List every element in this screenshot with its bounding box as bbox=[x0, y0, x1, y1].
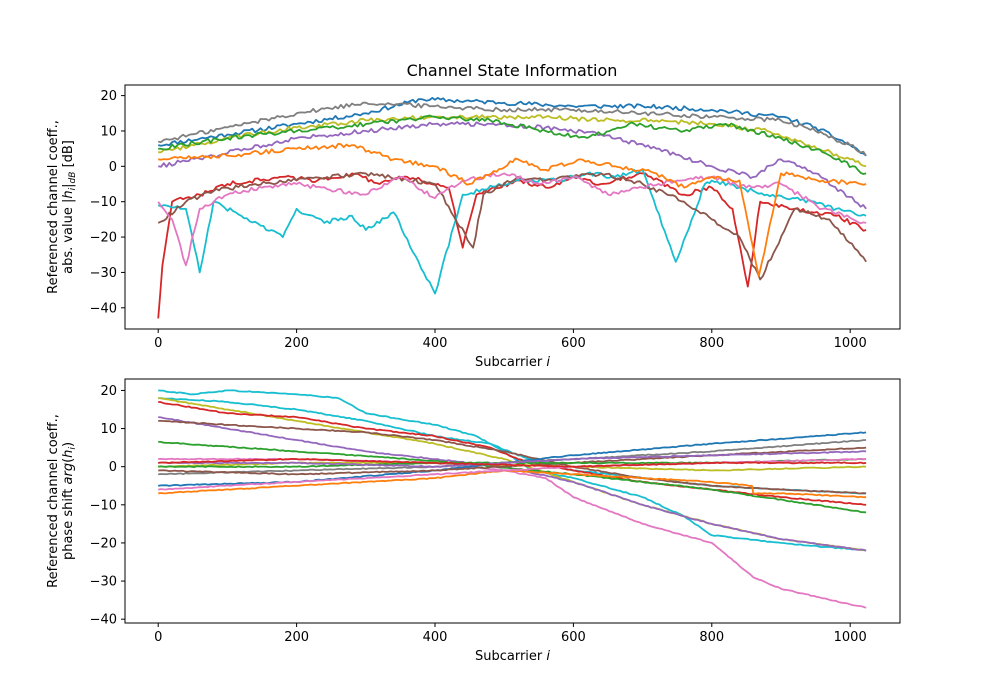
y-axis-label: Referenced channel coeff.,phase shift ar… bbox=[46, 414, 78, 588]
series-line bbox=[158, 114, 867, 175]
y-tick-label: −40 bbox=[90, 613, 117, 628]
series-line bbox=[158, 419, 867, 495]
series-line bbox=[158, 401, 867, 506]
series-line bbox=[158, 397, 867, 552]
series-line bbox=[158, 101, 867, 157]
x-tick-label: 200 bbox=[284, 630, 309, 645]
series-line bbox=[157, 171, 867, 281]
series-line bbox=[158, 121, 867, 210]
y-tick-label: 10 bbox=[100, 124, 117, 139]
x-axis-label: Subcarrier i bbox=[475, 355, 550, 370]
y-tick-label: 20 bbox=[100, 89, 117, 104]
series-line bbox=[158, 114, 867, 168]
x-tick-label: 400 bbox=[423, 630, 448, 645]
x-tick-label: 400 bbox=[423, 336, 448, 351]
y-tick-label: −10 bbox=[90, 498, 117, 513]
y-tick-label: −10 bbox=[90, 195, 117, 210]
y-tick-label: −30 bbox=[90, 266, 117, 281]
x-tick-label: 600 bbox=[561, 630, 586, 645]
series-group bbox=[158, 389, 867, 609]
x-tick-label: 600 bbox=[561, 336, 586, 351]
x-tick-label: 800 bbox=[699, 630, 724, 645]
x-axis-label: Subcarrier i bbox=[475, 649, 550, 664]
series-group bbox=[157, 97, 867, 319]
y-axis-label: Referenced channel coeff.,abs. value |hi… bbox=[46, 120, 78, 294]
x-tick-label: 200 bbox=[284, 336, 309, 351]
figure-title: Channel State Information bbox=[407, 61, 618, 80]
y-tick-label: 0 bbox=[109, 160, 117, 175]
y-tick-label: 0 bbox=[109, 460, 117, 475]
panel-2: 0 200 400 600 800 1000 −40 −30 −20 −10 0 10 20 Subcar… bbox=[46, 378, 901, 664]
series-line bbox=[158, 397, 867, 495]
y-tick-label: −20 bbox=[90, 536, 117, 551]
x-tick-label: 1000 bbox=[834, 336, 867, 351]
panel-1: 0 200 400 600 800 1000 −40 −30 −20 −10 0 10 20 Subcar… bbox=[46, 84, 901, 370]
x-tick-label: 0 bbox=[154, 630, 162, 645]
series-line bbox=[157, 97, 867, 157]
series-line bbox=[158, 142, 867, 277]
series-line bbox=[158, 457, 867, 468]
x-tick-label: 0 bbox=[154, 336, 162, 351]
x-tick-label: 1000 bbox=[834, 630, 867, 645]
y-tick-label: −30 bbox=[90, 575, 117, 590]
series-line bbox=[158, 450, 867, 468]
series-line bbox=[157, 172, 867, 319]
series-line bbox=[158, 440, 867, 514]
y-tick-label: 20 bbox=[100, 384, 117, 399]
y-tick-label: 10 bbox=[100, 422, 117, 437]
plot-frame bbox=[124, 378, 901, 624]
x-tick-label: 800 bbox=[699, 336, 724, 351]
y-tick-label: −20 bbox=[90, 231, 117, 246]
plot-frame bbox=[124, 84, 901, 330]
y-tick-label: −40 bbox=[90, 301, 117, 316]
series-line bbox=[157, 172, 867, 267]
